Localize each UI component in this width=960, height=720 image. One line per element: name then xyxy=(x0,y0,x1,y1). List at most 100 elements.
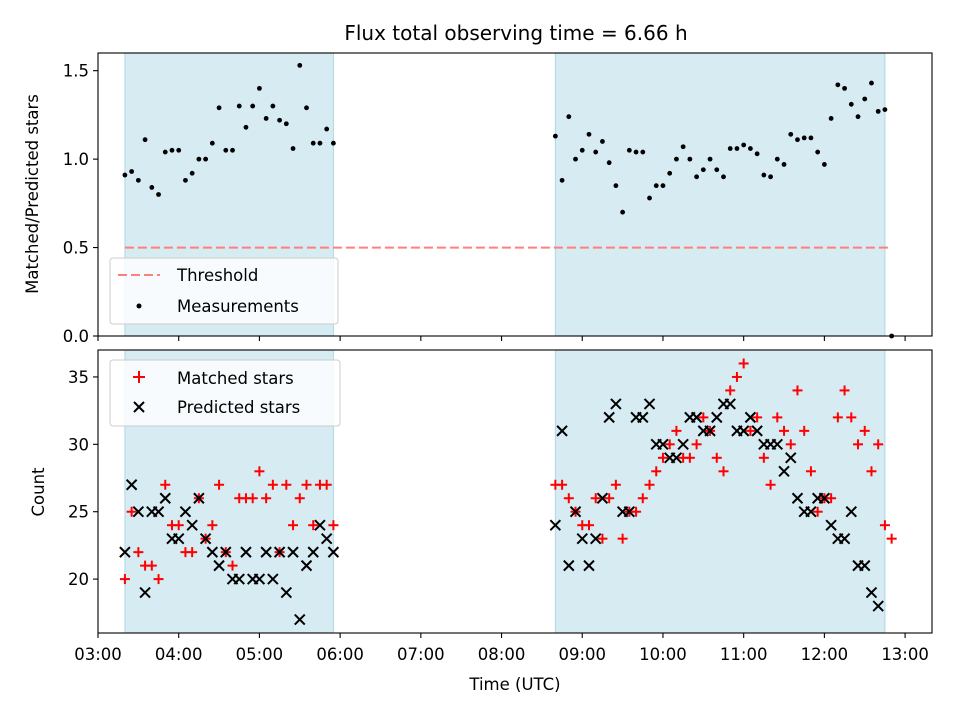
measurement-point xyxy=(203,156,209,162)
bottom-y-tick-label: 25 xyxy=(68,503,89,522)
predicted-star-point xyxy=(737,425,750,437)
measurement-point xyxy=(189,170,195,176)
legend-matched-swatch xyxy=(133,371,145,383)
top-y-tick-label: 0.5 xyxy=(63,239,89,258)
measurement-point xyxy=(640,149,646,155)
predicted-star-point xyxy=(610,398,622,410)
measurement-point xyxy=(862,96,868,102)
predicted-star-point xyxy=(307,546,319,558)
top-y-axis-label: Matched/Predicted stars xyxy=(23,94,42,294)
measurement-point xyxy=(700,167,706,173)
matched-stars-series xyxy=(119,358,897,585)
predicted-star-point xyxy=(193,492,205,504)
measurement-point xyxy=(882,107,888,112)
predicted-star-point xyxy=(603,411,615,424)
measurement-point xyxy=(243,124,249,130)
matched-star-point xyxy=(779,425,790,436)
predicted-star-point xyxy=(260,546,272,558)
matched-star-point xyxy=(832,412,843,423)
measurement-point xyxy=(586,131,592,137)
measurement-point xyxy=(815,149,821,155)
x-tick-label: 05:00 xyxy=(236,645,284,664)
bottom-y-tick-label: 30 xyxy=(68,435,89,454)
matched-star-point xyxy=(886,533,897,544)
measurement-point xyxy=(788,131,794,137)
predicted-star-point xyxy=(623,506,636,518)
predicted-star-point xyxy=(563,559,575,572)
matched-star-point xyxy=(214,479,225,490)
measurement-point xyxy=(660,183,666,189)
measurement-point xyxy=(848,101,854,107)
measurement-point xyxy=(727,146,733,151)
predicted-star-point xyxy=(590,532,602,545)
matched-star-point xyxy=(812,506,823,517)
matched-star-point xyxy=(173,520,184,531)
predicted-star-point xyxy=(785,452,797,464)
predicted-star-point xyxy=(139,586,151,599)
predicted-star-point xyxy=(771,438,784,451)
measurement-point xyxy=(781,162,787,167)
matched-star-point xyxy=(853,439,864,450)
predicted-star-point xyxy=(690,411,703,424)
matched-star-point xyxy=(126,506,137,517)
measurement-point xyxy=(647,195,652,201)
predicted-star-point xyxy=(596,492,609,504)
measurement-point xyxy=(579,147,585,153)
matched-star-point xyxy=(691,439,702,450)
matched-star-point xyxy=(725,385,736,396)
top-axes-frame xyxy=(97,52,933,337)
bottom-axes-frame xyxy=(97,349,933,634)
observing-window-2 xyxy=(554,349,886,634)
measurement-point xyxy=(626,147,632,153)
x-tick-label: 10:00 xyxy=(639,645,687,664)
measurement-point xyxy=(653,183,659,189)
predicted-star-point xyxy=(825,519,837,531)
measurement-point xyxy=(156,192,161,197)
matched-star-point xyxy=(772,412,783,423)
measurement-point xyxy=(552,133,558,139)
measurement-point xyxy=(855,114,861,120)
measurement-point xyxy=(216,105,222,111)
measurement-point xyxy=(606,160,612,166)
matched-star-point xyxy=(617,533,628,544)
matched-star-point xyxy=(563,493,574,504)
matched-star-point xyxy=(637,493,648,504)
matched-star-point xyxy=(718,466,729,477)
matched-star-point xyxy=(873,439,884,450)
measurement-point xyxy=(270,103,276,109)
predicted-star-point xyxy=(314,519,326,531)
measurement-point xyxy=(566,114,572,120)
measurement-point xyxy=(748,146,753,151)
predicted-star-point xyxy=(657,438,669,451)
measurement-point xyxy=(149,185,155,190)
matched-star-point xyxy=(745,425,756,436)
x-tick-label: 07:00 xyxy=(397,645,445,664)
matched-star-point xyxy=(671,425,682,436)
x-tick-label: 06:00 xyxy=(316,645,364,664)
measurement-point xyxy=(620,209,626,215)
top-x-ticks xyxy=(97,336,906,341)
predicted-star-point xyxy=(152,506,165,518)
measurement-point xyxy=(257,85,262,91)
matched-star-point xyxy=(866,466,877,477)
matched-star-point xyxy=(583,520,594,531)
measurement-point xyxy=(593,149,599,155)
predicted-star-point xyxy=(791,492,804,504)
measurement-point xyxy=(821,162,827,167)
matched-star-point xyxy=(846,412,857,423)
x-axis-label: Time (UTC) xyxy=(468,675,560,694)
matched-star-point xyxy=(859,425,870,436)
measurement-point xyxy=(290,146,296,151)
measurement-point xyxy=(331,140,336,146)
predicted-star-point xyxy=(206,546,219,558)
matched-star-point xyxy=(644,479,655,490)
predicted-star-point xyxy=(119,546,131,558)
matched-star-point xyxy=(227,560,238,571)
matched-star-point xyxy=(281,479,292,490)
x-tick-label: 09:00 xyxy=(558,645,606,664)
matched-star-point xyxy=(799,425,810,436)
measurement-point xyxy=(741,142,747,148)
legend-predicted-swatch xyxy=(133,401,145,413)
matched-star-point xyxy=(247,493,258,504)
measurement-point xyxy=(162,149,168,155)
